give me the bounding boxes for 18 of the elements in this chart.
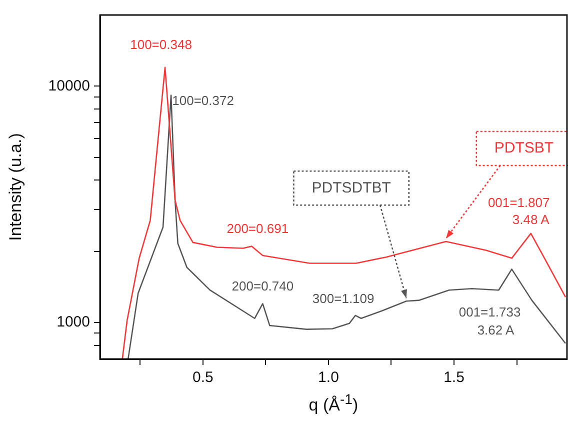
annotation: 100=0.348 xyxy=(130,36,192,52)
x-tick-label: 0.5 xyxy=(192,369,214,386)
annotation: 001=1.733 xyxy=(458,304,521,320)
y-tick-label: 10000 xyxy=(48,77,90,94)
text: PDTSBT xyxy=(494,140,554,157)
annotation: 200=0.691 xyxy=(226,220,289,236)
x-tick-label: 1.5 xyxy=(444,369,464,386)
annotation: 300=1.109 xyxy=(312,291,374,306)
annotation: 200=0.740 xyxy=(232,278,294,294)
annotation: 100=0.372 xyxy=(172,92,234,108)
y-tick-label: 1000 xyxy=(56,314,90,331)
annotation: 3.62 A xyxy=(477,322,515,338)
text: PDTSDTBT xyxy=(312,179,391,196)
x-tick-label: 1.0 xyxy=(318,369,339,386)
annotation: 001=1.807 xyxy=(488,195,550,210)
x-axis-title: q (Å$^{-1}$) xyxy=(308,392,360,416)
annotation: 3.48 A xyxy=(512,212,550,228)
y-axis-title: Intensity (u.a.) xyxy=(6,133,26,241)
